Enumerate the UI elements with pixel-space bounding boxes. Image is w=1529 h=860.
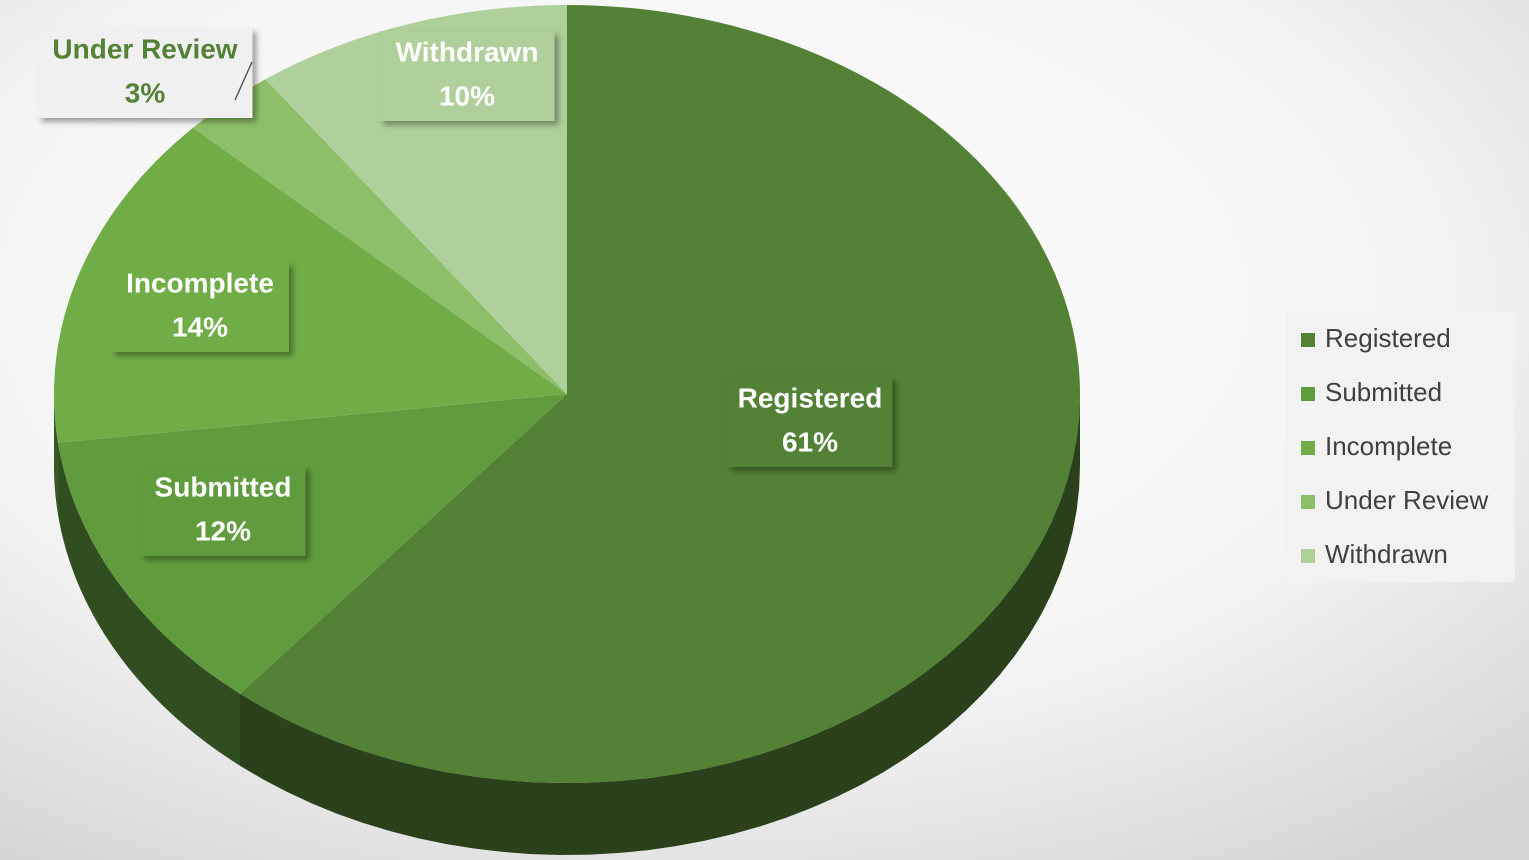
slice: [240, 5, 1081, 783]
label-box: [727, 377, 893, 467]
legend-swatch: [1301, 495, 1315, 509]
legend-swatch: [1301, 549, 1315, 563]
legend-box: [1285, 312, 1515, 582]
legend-swatch: [1301, 387, 1315, 401]
data-label-name: Incomplete: [126, 267, 274, 298]
data-label-name: Submitted: [155, 471, 292, 502]
label-box: [140, 466, 306, 556]
data-label-name: Registered: [738, 382, 883, 413]
data-labels: Registered 61% Submitted 12% Incomplete 14% Un…: [37, 28, 893, 556]
data-label-value: 12%: [195, 515, 251, 546]
slice: [193, 79, 567, 394]
data-label-value: 14%: [172, 311, 228, 342]
data-label-name: Under Review: [52, 33, 237, 64]
slice: [53, 127, 567, 443]
legend-label: Under Review: [1325, 485, 1489, 515]
label-box: [379, 31, 555, 121]
legend-label: Submitted: [1325, 377, 1442, 407]
data-label-name: Withdrawn: [396, 36, 539, 67]
slice-side: [240, 394, 1081, 855]
legend-swatch: [1301, 333, 1315, 347]
legend-label: Withdrawn: [1325, 539, 1448, 569]
leader-line: [234, 61, 253, 101]
slice-side: [58, 442, 241, 766]
data-label-value: 3%: [125, 77, 166, 108]
legend-label: Registered: [1325, 323, 1451, 353]
legend: Registered Submitted Incomplete Under Revie…: [1301, 323, 1489, 569]
data-label-value: 10%: [439, 80, 495, 111]
legend-swatch: [1301, 441, 1315, 455]
label-box: [111, 262, 289, 352]
data-label-value: 61%: [782, 426, 838, 457]
label-box: [37, 28, 253, 118]
slice-side: [54, 394, 59, 515]
legend-label: Incomplete: [1325, 431, 1452, 461]
pie: [53, 5, 1081, 855]
